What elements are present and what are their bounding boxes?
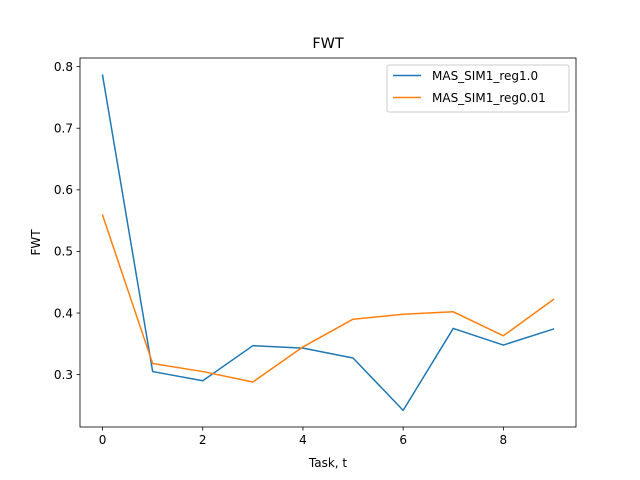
y-tick-label: 0.7 xyxy=(54,122,73,136)
series-layer xyxy=(101,74,555,412)
legend: MAS_SIM1_reg1.0 MAS_SIM1_reg0.01 xyxy=(386,64,570,113)
x-tick-label: 6 xyxy=(399,433,407,447)
chart-title: FWT xyxy=(312,36,344,52)
y-tick-label: 0.4 xyxy=(54,306,73,320)
y-axis-label: FWT xyxy=(29,229,43,256)
x-axis-ticks: 0 2 4 6 8 xyxy=(99,427,507,447)
x-tick-label: 2 xyxy=(199,433,207,447)
y-axis-ticks: 0.3 0.4 0.5 0.6 0.7 0.8 xyxy=(54,60,80,382)
x-tick-label: 4 xyxy=(299,433,307,447)
x-tick-label: 0 xyxy=(99,433,107,447)
plot-area xyxy=(79,57,577,428)
legend-box xyxy=(386,64,570,113)
axes-frame xyxy=(79,57,577,428)
legend-label-series-1: MAS_SIM1_reg1.0 xyxy=(432,69,538,83)
x-tick-label: 8 xyxy=(500,433,508,447)
y-tick-label: 0.8 xyxy=(54,60,73,74)
series-line-2 xyxy=(101,214,555,383)
y-tick-label: 0.3 xyxy=(54,368,73,382)
series-line-1 xyxy=(101,74,555,412)
x-axis-label: Task, t xyxy=(308,456,348,470)
y-tick-label: 0.6 xyxy=(54,183,73,197)
legend-label-series-2: MAS_SIM1_reg0.01 xyxy=(432,91,546,105)
y-tick-label: 0.5 xyxy=(54,245,73,259)
